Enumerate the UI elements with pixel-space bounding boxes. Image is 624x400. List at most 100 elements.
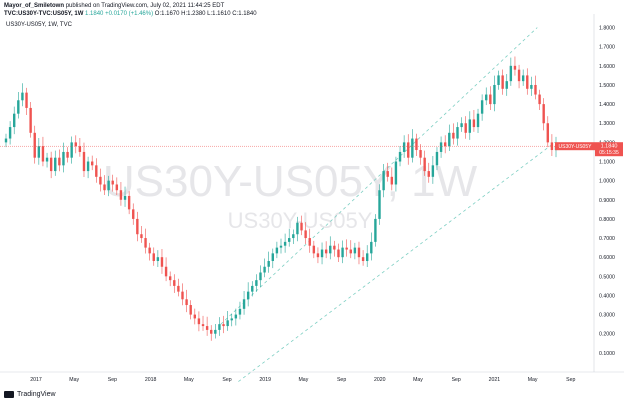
time-tick-label: 2017	[30, 377, 42, 383]
candles-group	[4, 56, 558, 341]
tradingview-logo-icon	[4, 391, 14, 398]
candle-body	[534, 84, 537, 95]
time-tick-label: 2019	[259, 377, 271, 383]
time-axis[interactable]: 2017 May Sep 2018 May Sep 2019 May Sep 2020 May Sep…	[30, 377, 575, 383]
candle-body	[538, 94, 541, 105]
candle-body	[132, 209, 135, 219]
channel-line-upper[interactable]	[220, 27, 538, 325]
candle-body	[70, 142, 73, 158]
price-tick-label: 0.8000	[599, 217, 615, 223]
candle-body	[526, 75, 529, 89]
candle-body	[107, 180, 110, 191]
candle-body	[13, 113, 16, 128]
candle-body	[25, 92, 28, 108]
price-tick-label: 1.7000	[599, 45, 615, 51]
candle-body	[292, 234, 295, 239]
time-tick-label: Sep	[337, 377, 346, 383]
candle-body	[341, 247, 344, 258]
candle-body	[111, 180, 114, 185]
candle-body	[255, 280, 258, 286]
candle-body	[546, 123, 549, 143]
time-tick-label: May	[528, 377, 538, 383]
time-tick-label: May	[298, 377, 308, 383]
candle-body	[374, 218, 377, 242]
candle-body	[407, 142, 410, 158]
candle-body	[8, 127, 12, 139]
candle-body	[115, 184, 119, 191]
candle-body	[185, 299, 188, 306]
candle-body	[550, 142, 554, 151]
candle-body	[45, 157, 49, 162]
candle-body	[337, 249, 340, 258]
candle-body	[382, 171, 385, 191]
watermark-small: US30Y-US05Y	[228, 208, 373, 233]
chart-header: Mayor_of_Smiletown published on TradingV…	[4, 2, 257, 18]
candle-body	[210, 329, 213, 334]
candle-body	[521, 75, 525, 82]
badge-symbol-bg	[555, 142, 595, 151]
candle-body	[320, 249, 324, 258]
candle-body	[218, 324, 221, 330]
badge-value: 1.1840	[601, 144, 618, 150]
time-tick-label: 2021	[489, 377, 501, 383]
candle-body	[472, 119, 476, 128]
price-tick-label: 0.7000	[599, 236, 615, 242]
candle-body	[423, 157, 426, 172]
time-tick-label: May	[184, 377, 194, 383]
candle-body	[140, 234, 143, 239]
price-tick-label: 0.4000	[599, 293, 615, 299]
candle-body	[308, 238, 311, 246]
candle-body	[4, 138, 8, 143]
time-tick-label: 2020	[374, 377, 386, 383]
candle-body	[205, 326, 209, 330]
candle-body	[361, 257, 365, 262]
candle-body	[402, 142, 406, 152]
candle-body	[480, 100, 484, 114]
price-tick-label: 0.1000	[599, 351, 615, 357]
price-tick-label: 1.4000	[599, 102, 615, 108]
candle-body	[288, 238, 291, 242]
candle-body	[74, 142, 77, 147]
time-tick-label: 2018	[145, 377, 157, 383]
candle-body	[160, 257, 164, 267]
time-tick-label: Sep	[452, 377, 461, 383]
publisher-user[interactable]: Mayor_of_Smiletown	[4, 3, 65, 9]
candle-body	[431, 165, 435, 177]
candle-body	[144, 238, 147, 248]
candle-body	[411, 138, 414, 158]
candle-body	[542, 104, 545, 124]
price-tick-label: 1.8000	[599, 26, 615, 32]
price-tick-label: 1.0000	[599, 179, 615, 185]
candle-body	[365, 253, 369, 262]
candle-body	[435, 151, 439, 166]
candle-body	[99, 176, 102, 185]
candle-body	[452, 132, 455, 139]
symbol-label: TVC:US30Y-TVC:US05Y, 1W	[4, 11, 84, 17]
price-axis[interactable]: 1.80001.70001.60001.50001.40001.30001.20…	[599, 26, 615, 357]
trend-channel[interactable]	[220, 27, 556, 382]
candle-body	[419, 150, 422, 158]
candle-body	[29, 107, 32, 133]
candle-body	[505, 81, 508, 89]
candle-body	[177, 285, 180, 292]
candle-body	[324, 249, 328, 254]
candle-body	[390, 176, 394, 185]
candle-body	[443, 142, 447, 147]
tradingview-logo[interactable]: TradingView	[4, 391, 56, 398]
candle-body	[468, 119, 472, 133]
candle-body	[181, 291, 184, 300]
candle-body	[123, 195, 127, 200]
price-change: +0.0170 (+1.46%)	[105, 11, 154, 17]
candle-body	[127, 195, 131, 210]
candle-body	[263, 266, 266, 273]
badge-countdown: 05:15:35	[599, 150, 619, 156]
candle-body	[349, 249, 352, 254]
candle-body	[497, 75, 500, 85]
candle-body	[62, 151, 65, 166]
candle-body	[21, 92, 24, 101]
candle-body	[394, 161, 398, 185]
price-tick-label: 1.1000	[599, 160, 615, 166]
candle-body	[493, 84, 496, 105]
channel-line-lower[interactable]	[238, 142, 556, 382]
